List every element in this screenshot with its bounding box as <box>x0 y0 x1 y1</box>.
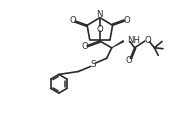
Text: O: O <box>144 36 151 45</box>
Text: O: O <box>96 25 103 34</box>
Text: O: O <box>125 56 132 65</box>
Text: N: N <box>97 10 103 19</box>
Text: O: O <box>69 16 76 25</box>
Text: NH: NH <box>127 36 140 45</box>
Text: S: S <box>90 60 96 69</box>
Polygon shape <box>112 40 124 48</box>
Text: O: O <box>124 16 131 25</box>
Text: O: O <box>81 42 88 51</box>
